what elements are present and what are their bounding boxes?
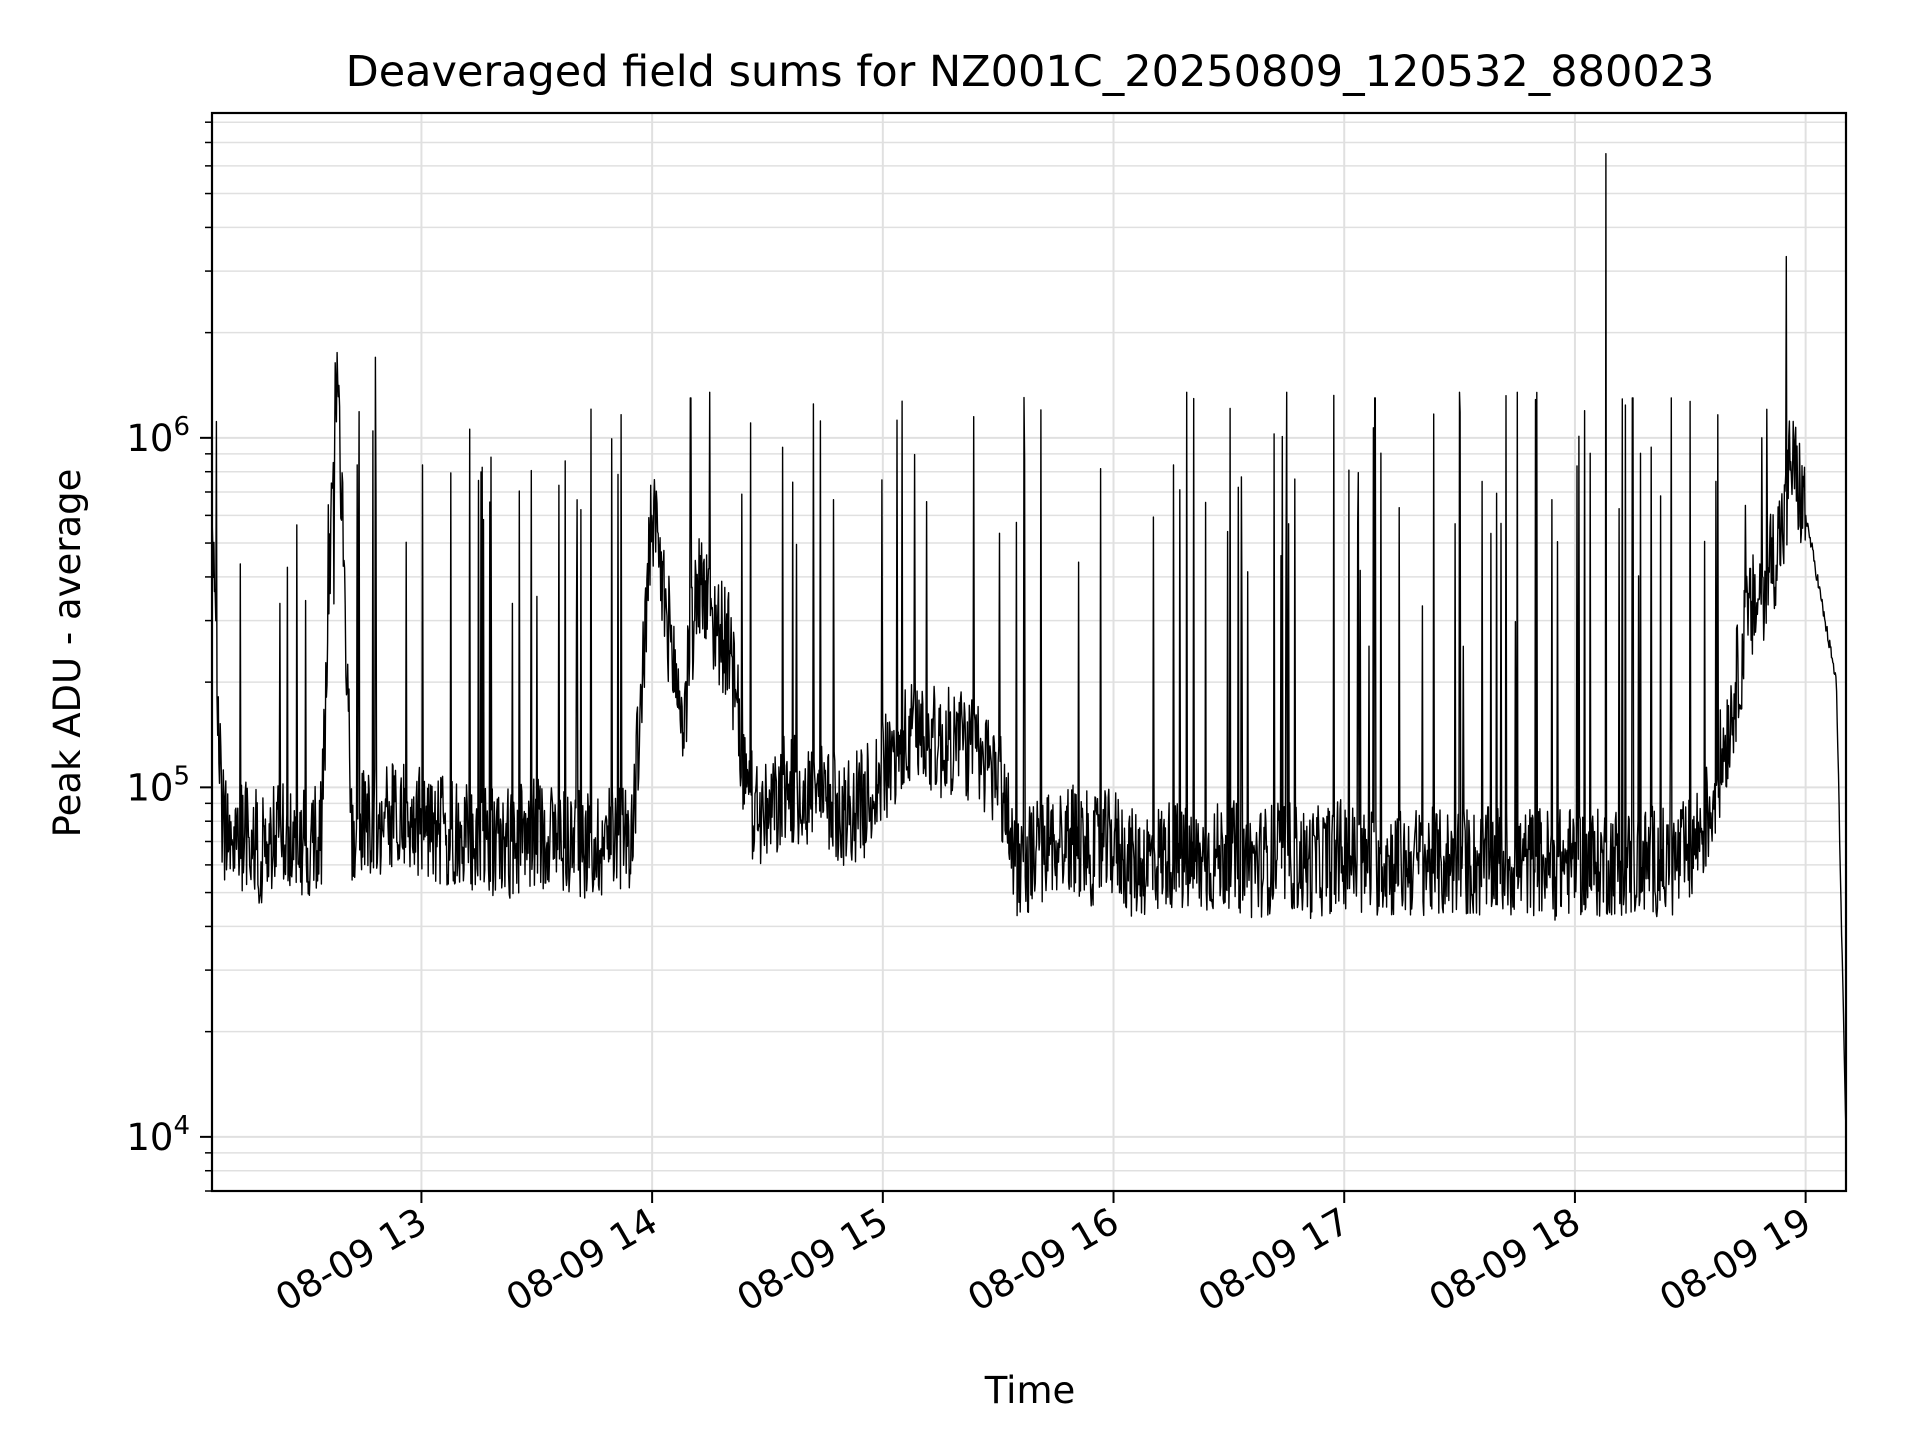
y-axis-label: Peak ADU - average <box>46 469 89 838</box>
y-tick-label: 105 <box>126 761 190 809</box>
grid-lines <box>212 113 1846 1192</box>
chart-title: Deaveraged field sums for NZ001C_2025080… <box>346 47 1715 97</box>
series-line <box>211 152 1847 1131</box>
y-tick-label: 104 <box>126 1111 190 1159</box>
plot-area <box>211 152 1847 1131</box>
axes-frame <box>210 111 1848 1193</box>
y-tick-label: 106 <box>126 412 190 460</box>
x-axis-label: Time <box>984 1369 1076 1412</box>
y-axis-ticks: 104 105 106 <box>126 121 212 1192</box>
